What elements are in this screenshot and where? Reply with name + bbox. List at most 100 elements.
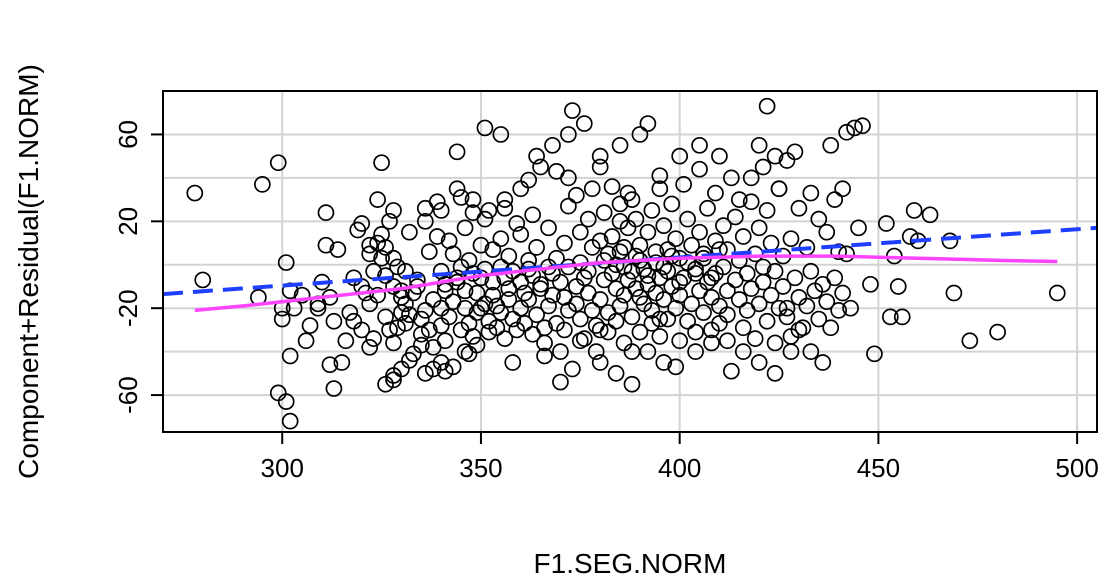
data-point [488,319,506,337]
data-point [679,312,696,330]
data-point [850,219,867,237]
data-point [385,334,402,352]
data-point [722,169,740,187]
data-point [532,158,549,176]
data-point [575,330,593,347]
data-point [500,247,518,265]
trend-lines [162,225,1098,313]
data-point [893,308,911,326]
data-point [428,228,446,245]
data-point [564,360,581,378]
data-point [802,184,820,202]
data-point [687,343,704,360]
data-point [269,384,287,402]
data-point [683,236,700,254]
data-point [607,365,625,382]
data-point [651,310,669,328]
data-point [619,271,637,289]
data-point [325,380,343,397]
data-point [655,291,673,308]
data-point [476,119,494,137]
data-point [456,219,474,237]
smooth-fit-line [194,254,1058,313]
data-point [631,323,649,341]
data-point [412,336,430,354]
data-point [655,354,673,371]
data-point [468,284,486,302]
data-point [397,295,414,313]
data-point [611,212,629,230]
data-point [397,315,414,332]
data-point [528,239,545,256]
data-point [373,249,390,267]
data-point [579,210,597,228]
data-point [591,147,609,165]
data-point [254,176,271,193]
data-point [687,323,704,341]
data-point [401,223,418,241]
data-point [369,191,386,208]
data-point [512,180,530,198]
data-point [377,267,394,284]
data-point [846,119,863,137]
data-point [945,284,963,302]
data-point [385,371,402,389]
x-tick-label: 300 [261,453,304,483]
data-point [385,249,402,267]
data-point [595,204,613,221]
data-point [878,215,895,232]
data-point [560,197,577,215]
data-point [464,191,482,208]
data-point [480,202,498,219]
data-point [679,210,696,228]
data-point [591,232,609,250]
data-point [814,354,832,371]
data-point [556,321,573,339]
data-point [277,393,295,410]
data-point [623,308,641,326]
data-point [520,171,538,189]
data-point [778,308,796,326]
data-point [691,136,708,154]
data-point [436,332,454,350]
data-point [921,206,939,224]
data-point [436,282,454,300]
data-point [536,347,553,365]
data-point [730,191,748,208]
data-point [607,312,625,330]
data-point [293,286,311,304]
data-point [750,354,768,371]
y-tick-label: 60 [113,120,143,149]
data-point [854,117,871,135]
data-point [742,169,760,187]
data-point [774,278,792,295]
data-point [790,288,808,306]
data-point [401,306,418,324]
data-point [667,230,685,248]
data-point [353,215,371,232]
data-point [420,243,438,261]
data-point [607,256,625,274]
data-point [711,147,728,165]
data-point [353,321,371,339]
data-point [786,143,804,161]
data-point [766,365,784,382]
data-point [317,204,335,221]
data-point [639,267,657,284]
data-point [508,215,526,232]
y-tick-label: 20 [113,207,143,236]
data-point [361,338,379,356]
data-point [615,334,633,352]
data-point [623,343,641,360]
data-point [448,180,466,198]
data-point [754,158,772,176]
data-point [794,319,812,337]
data-point [834,284,851,302]
data-point [365,330,382,347]
data-point [762,234,780,252]
x-tick-label: 500 [1055,453,1098,483]
data-point [373,154,390,172]
data-point [504,310,522,328]
data-point [643,315,661,332]
y-axis: -60 -20 20 60 [113,120,163,414]
